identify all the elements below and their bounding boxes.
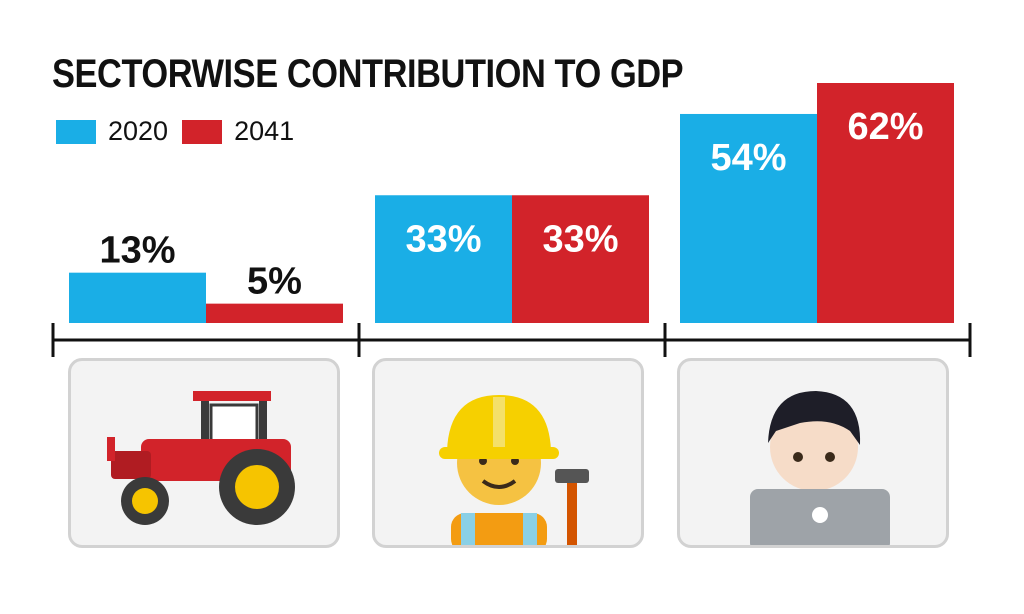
bar-2041-0 — [206, 303, 343, 323]
data-label-2020-1: 33% — [405, 218, 481, 260]
legend-label-2020: 2020 — [108, 116, 169, 146]
sector-card-industry — [372, 358, 644, 548]
legend-swatch-2041 — [182, 119, 223, 144]
legend: 2020 2041 — [56, 116, 294, 147]
bar-2020-1 — [375, 195, 512, 323]
bar-2020-2 — [680, 113, 817, 323]
legend-swatch-2020 — [56, 119, 96, 144]
tractor-icon — [107, 391, 295, 525]
bar-chart: 13% 33% 54% 5% 33% 62% — [51, 83, 972, 357]
legend-label-2041: 2041 — [234, 116, 295, 146]
data-label-2041-0: 5% — [247, 261, 302, 303]
data-label-2020-0: 13% — [99, 230, 175, 272]
legend-item-2041: 2041 — [182, 116, 294, 147]
construction-worker-icon — [439, 395, 589, 545]
legend-item-2020: 2020 — [56, 116, 168, 147]
technologist-laptop-icon — [750, 391, 890, 545]
bar-2041-2 — [817, 83, 954, 323]
bar-2020-0 — [69, 272, 206, 323]
chart-title: SECTORWISE CONTRIBUTION TO GDP — [52, 52, 684, 96]
bar-2041-1 — [512, 195, 649, 323]
data-label-2041-1: 33% — [542, 218, 618, 260]
data-label-2041-2: 62% — [847, 106, 923, 148]
sector-card-services — [677, 358, 949, 548]
sector-card-agriculture — [68, 358, 340, 548]
data-label-2020-2: 54% — [710, 137, 786, 179]
